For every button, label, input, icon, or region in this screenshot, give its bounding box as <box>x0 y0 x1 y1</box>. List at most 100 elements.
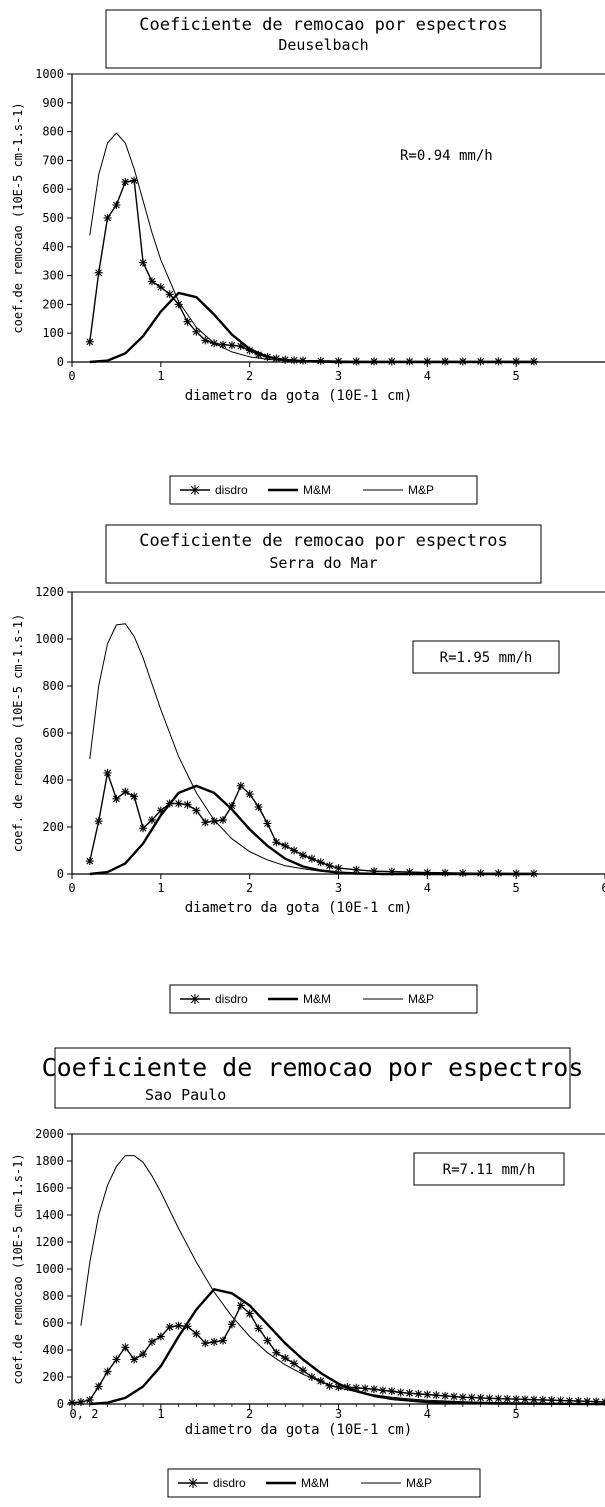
data-point <box>201 818 210 827</box>
legend-label: M&M <box>301 1476 329 1490</box>
y-tick-label: 900 <box>42 96 64 110</box>
legend-label: M&M <box>303 992 331 1006</box>
data-point <box>316 858 325 867</box>
y-tick-label: 0 <box>57 867 64 881</box>
data-point <box>85 337 94 346</box>
data-point <box>494 1394 503 1403</box>
data-point <box>156 1332 165 1341</box>
data-point <box>219 1336 228 1345</box>
data-point <box>94 1382 103 1391</box>
data-point <box>449 1392 458 1401</box>
x-axis-label: diametro da gota (10E-1 cm) <box>185 388 413 404</box>
chart-3: Coeficiente de remocao por espectros Sao … <box>11 1047 605 1498</box>
data-point <box>521 1395 530 1404</box>
data-point <box>281 1354 290 1363</box>
data-point <box>103 214 112 222</box>
y-tick-label: 1400 <box>35 1208 64 1222</box>
data-point <box>130 1355 139 1364</box>
legend-marker <box>188 1478 198 1488</box>
series-line <box>89 1288 605 1406</box>
legend-label: disdro <box>215 483 248 497</box>
y-axis-label: coef.de remocao (10E-5 cm-1.s-1) <box>11 1153 25 1384</box>
legend-marker <box>190 485 200 495</box>
data-point <box>476 1393 485 1402</box>
y-tick-label: 1200 <box>35 1235 64 1249</box>
legend-label: disdro <box>213 1476 246 1490</box>
series-line <box>89 291 534 364</box>
series-disdro <box>68 1301 605 1407</box>
data-point <box>485 1394 494 1403</box>
data-point <box>236 1301 245 1310</box>
chart-title-box <box>105 9 542 69</box>
chart-title: Coeficiente de remocao por espectros <box>42 1053 584 1082</box>
data-point <box>130 792 139 801</box>
legend-item-disdro: disdro <box>180 483 248 497</box>
rain-rate-annotation: R=0.94 mm/h <box>400 148 493 164</box>
data-point <box>378 1386 387 1395</box>
data-point <box>254 1324 263 1333</box>
data-point <box>103 1367 112 1376</box>
chart-2: Coeficiente de remocao por espectros Serr… <box>11 524 605 1014</box>
data-point <box>165 290 174 299</box>
data-point <box>245 790 254 799</box>
series-m-m <box>89 1288 605 1406</box>
data-point <box>85 1395 94 1404</box>
data-point <box>512 1395 521 1404</box>
series-line <box>80 1155 605 1405</box>
data-point <box>210 1337 219 1346</box>
data-point <box>192 1329 201 1338</box>
chart-subtitle: Sao Paulo <box>145 1086 226 1104</box>
data-point <box>334 864 343 873</box>
data-point <box>236 781 245 790</box>
data-point <box>298 851 307 860</box>
data-point <box>76 1397 85 1406</box>
y-tick-label: 700 <box>42 153 64 167</box>
legend-item-disdro: disdro <box>180 992 248 1006</box>
y-tick-label: 600 <box>42 1316 64 1330</box>
data-point <box>272 838 281 847</box>
data-point <box>227 1320 236 1329</box>
legend-box <box>167 1468 481 1498</box>
chart-1: Coeficiente de remocao por espectrosDeus… <box>11 9 605 505</box>
annotation-box <box>413 1152 565 1186</box>
y-tick-label: 200 <box>42 820 64 834</box>
data-point <box>94 268 103 277</box>
legend-item-m-m: M&M <box>268 992 331 1006</box>
data-point <box>192 806 201 815</box>
data-point <box>503 1394 512 1403</box>
chart-title-box <box>54 1047 571 1109</box>
rain-rate-annotation: R=7.11 mm/h <box>443 1162 536 1178</box>
y-tick-label: 500 <box>42 211 64 225</box>
y-tick-label: 800 <box>42 679 64 693</box>
series-m-m <box>89 291 534 364</box>
x-tick-label: 2 <box>246 1407 253 1421</box>
data-point <box>121 1343 130 1352</box>
legend-label: M&M <box>303 483 331 497</box>
y-tick-label: 1200 <box>35 585 64 599</box>
x-tick-label: 5 <box>513 369 520 383</box>
data-point <box>290 846 299 855</box>
data-point <box>219 815 228 824</box>
y-axis-label: coef. de remocao (10E-5 cm-1.s-1) <box>11 614 25 852</box>
x-tick-label: 0, 2 <box>70 1407 99 1421</box>
series-m-p <box>80 1155 605 1405</box>
data-point <box>423 1390 432 1399</box>
data-point <box>147 277 156 286</box>
x-tick-label: 3 <box>335 369 342 383</box>
data-point <box>201 336 210 345</box>
legend-label: M&P <box>408 992 434 1006</box>
y-tick-label: 800 <box>42 125 64 139</box>
data-point <box>139 1350 148 1359</box>
data-point <box>147 1337 156 1346</box>
data-point <box>307 854 316 863</box>
data-point <box>361 1384 370 1393</box>
data-point <box>245 1309 254 1318</box>
legend: disdro M&M M&P <box>169 475 478 505</box>
data-point <box>112 1355 121 1364</box>
data-point <box>112 201 121 210</box>
x-tick-label: 0 <box>68 369 75 383</box>
legend-box <box>169 984 478 1014</box>
legend-item-m-m: M&M <box>268 483 331 497</box>
data-point <box>85 857 94 866</box>
data-point <box>298 1366 307 1375</box>
